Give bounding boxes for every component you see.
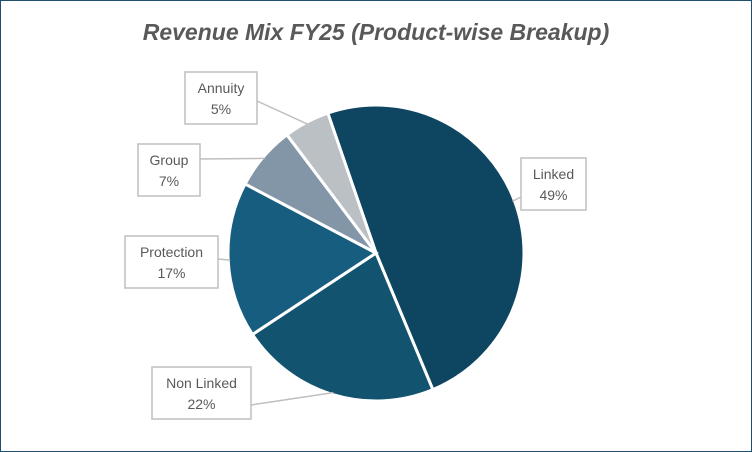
pie-slice-annuity [284,111,378,254]
data-label-box [137,143,201,197]
pie-slice-non-linked [250,250,435,403]
chart-title: Revenue Mix FY25 (Product-wise Breakup) [142,19,610,45]
data-label-box [184,71,258,125]
data-label-box [520,157,587,211]
data-label-value: 5% [211,101,231,117]
data-label-value: 7% [159,173,179,189]
leader-line [250,391,334,406]
data-label-name: Protection [140,244,203,260]
data-label-value: 49% [539,187,567,203]
data-label-name: Annuity [198,80,245,96]
data-label-name: Linked [533,166,574,182]
leader-line [256,100,308,125]
data-label-box [151,366,252,420]
data-label-value: 22% [187,396,215,412]
data-label-name: Group [150,152,189,168]
leader-line [199,157,265,160]
data-label-name: Non Linked [166,375,237,391]
data-label-box [124,235,219,289]
data-label-value: 17% [157,265,185,281]
leader-line [217,258,231,261]
leader-line [512,196,522,202]
